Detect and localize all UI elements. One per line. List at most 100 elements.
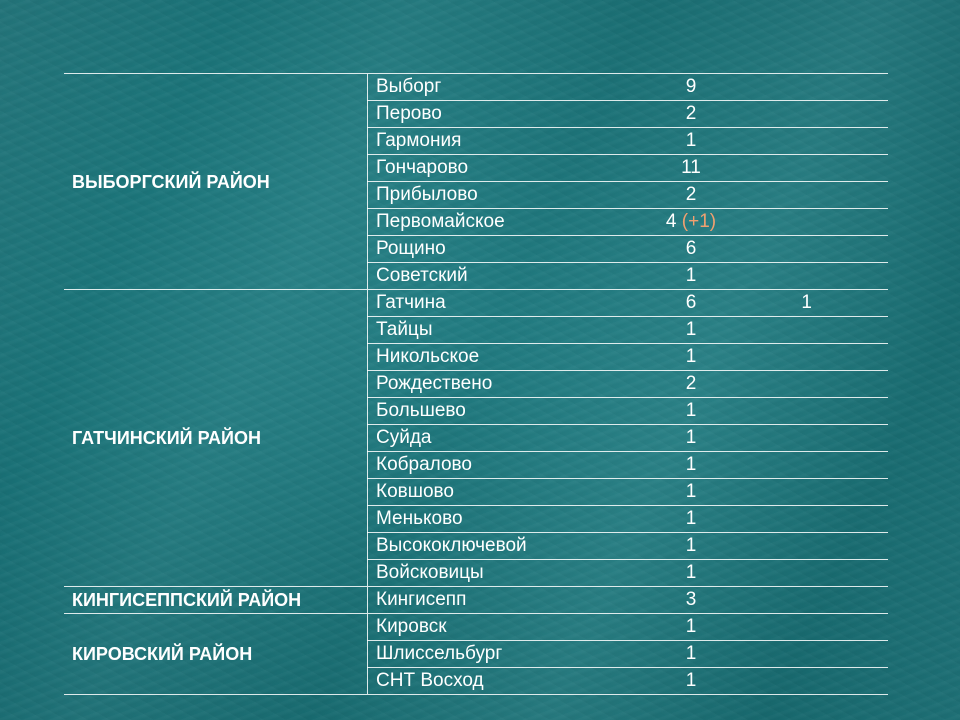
case-count-cell: 11 — [646, 154, 736, 182]
table-row: КИРОВСКИЙ РАЙОН Кировск 1 — [64, 613, 888, 695]
case-count-cell: 1 — [646, 667, 736, 695]
case-count-cell: 1 — [646, 505, 736, 533]
extra-count — [736, 154, 888, 182]
case-count: 1 — [685, 130, 697, 151]
town-name: СНТ Восход — [367, 667, 646, 695]
town-name: Войсковицы — [367, 559, 646, 587]
case-count-cell: 3 — [646, 586, 736, 614]
case-count-cell: 1 — [646, 424, 736, 452]
case-count: 1 — [685, 427, 697, 448]
case-count-cell: 4 (+1) — [646, 208, 736, 236]
case-count-cell: 1 — [646, 127, 736, 155]
district-name: ВЫБОРГСКИЙ РАЙОН — [64, 73, 368, 290]
case-count-cell: 1 — [646, 478, 736, 506]
extra-count: 1 — [736, 289, 888, 317]
extra-count — [736, 586, 888, 614]
extra-count — [736, 559, 888, 587]
town-name: Суйда — [367, 424, 646, 452]
case-count-cell: 1 — [646, 640, 736, 668]
case-count: 2 — [685, 184, 697, 205]
table-row: Суйда 1 — [64, 424, 888, 452]
table-row: Кобралово 1 — [64, 451, 888, 479]
case-count: 6 — [685, 292, 697, 313]
case-count: 1 — [685, 643, 697, 664]
town-name: Советский — [367, 262, 646, 290]
extra-count — [736, 478, 888, 506]
town-name: Высокоключевой — [367, 532, 646, 560]
district-name: ГАТЧИНСКИЙ РАЙОН — [64, 289, 368, 587]
table-row: Первомайское 4 (+1) — [64, 208, 888, 236]
table-body: ВЫБОРГСКИЙ РАЙОН Выборг 9 Перово 2 Гармония 1 Г… — [64, 73, 888, 695]
case-increment: (+1) — [681, 211, 717, 232]
table-row: Тайцы 1 — [64, 316, 888, 344]
table-row: Прибылово 2 — [64, 181, 888, 209]
case-count-cell: 2 — [646, 100, 736, 128]
case-count: 2 — [685, 103, 697, 124]
town-name: Перово — [367, 100, 646, 128]
table-row: ВЫБОРГСКИЙ РАЙОН Выборг 9 — [64, 73, 888, 290]
case-count: 1 — [685, 319, 697, 340]
extra-count — [736, 424, 888, 452]
table-row: КИНГИСЕППСКИЙ РАЙОН Кингисепп 3 — [64, 586, 888, 614]
town-name: Первомайское — [367, 208, 646, 236]
case-count-cell: 1 — [646, 262, 736, 290]
town-name: Кировск — [367, 613, 646, 641]
table-row: Гончарово 11 — [64, 154, 888, 182]
case-count-cell: 1 — [646, 316, 736, 344]
district-towns-table: ВЫБОРГСКИЙ РАЙОН Выборг 9 Перово 2 Гармония 1 Г… — [64, 73, 888, 695]
town-name: Гатчина — [367, 289, 646, 317]
case-count: 1 — [685, 535, 697, 556]
case-count-cell: 2 — [646, 370, 736, 398]
extra-count — [736, 262, 888, 290]
extra-count — [736, 208, 888, 236]
case-count: 6 — [685, 238, 697, 259]
town-name: Гончарово — [367, 154, 646, 182]
table-row: Большево 1 — [64, 397, 888, 425]
town-name: Меньково — [367, 505, 646, 533]
case-count-cell: 9 — [646, 73, 736, 101]
case-count: 1 — [685, 562, 697, 583]
case-count: 1 — [685, 481, 697, 502]
table-row: ГАТЧИНСКИЙ РАЙОН Гатчина 6 1 — [64, 289, 888, 587]
extra-count — [736, 667, 888, 695]
town-name: Выборг — [367, 73, 646, 101]
extra-count — [736, 73, 888, 101]
town-name: Гармония — [367, 127, 646, 155]
table-row: Шлиссельбург 1 — [64, 640, 888, 668]
case-count: 1 — [685, 265, 697, 286]
case-count-cell: 1 — [646, 559, 736, 587]
table-row: СНТ Восход 1 — [64, 667, 888, 695]
extra-count — [736, 505, 888, 533]
town-name: Шлиссельбург — [367, 640, 646, 668]
case-count-cell: 6 — [646, 289, 736, 317]
case-count: 1 — [685, 346, 697, 367]
case-count: 1 — [685, 508, 697, 529]
town-name: Рождествено — [367, 370, 646, 398]
case-count-cell: 6 — [646, 235, 736, 263]
case-count-cell: 1 — [646, 532, 736, 560]
town-name: Большево — [367, 397, 646, 425]
extra-count — [736, 127, 888, 155]
case-count: 11 — [681, 157, 701, 178]
extra-count — [736, 181, 888, 209]
case-count: 1 — [685, 400, 697, 421]
case-count: 1 — [685, 670, 697, 691]
town-name: Кингисепп — [367, 586, 646, 614]
case-count-cell: 1 — [646, 451, 736, 479]
town-name: Тайцы — [367, 316, 646, 344]
extra-count — [736, 640, 888, 668]
extra-count — [736, 613, 888, 641]
district-name: КИРОВСКИЙ РАЙОН — [64, 613, 368, 695]
case-count: 9 — [685, 76, 697, 97]
extra-count — [736, 343, 888, 371]
case-count: 4 — [665, 211, 677, 232]
case-count-cell: 2 — [646, 181, 736, 209]
town-name: Ковшово — [367, 478, 646, 506]
extra-count — [736, 451, 888, 479]
extra-count — [736, 100, 888, 128]
case-count: 3 — [685, 589, 697, 610]
extra-count — [736, 397, 888, 425]
extra-count — [736, 532, 888, 560]
case-count-cell: 1 — [646, 343, 736, 371]
extra-count — [736, 316, 888, 344]
